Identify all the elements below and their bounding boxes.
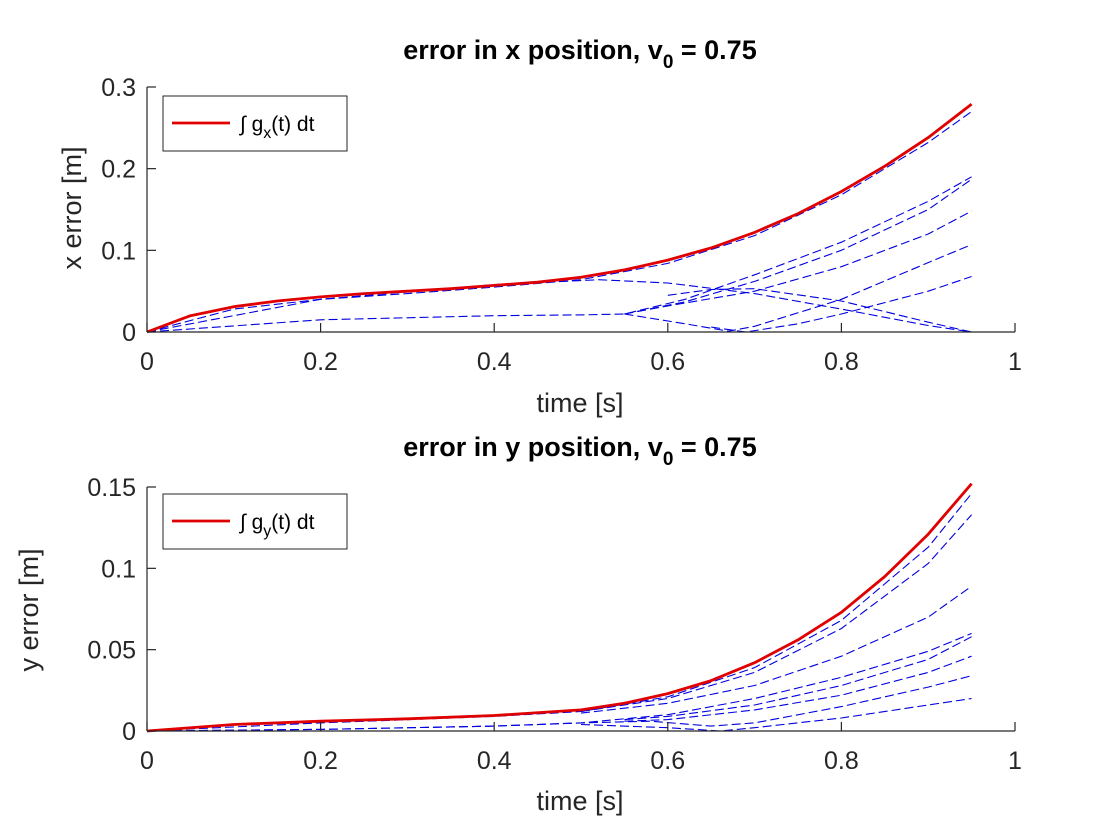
dashed-series-6 bbox=[667, 288, 972, 333]
x-axis-label: time [s] bbox=[536, 786, 623, 816]
y-axis-label: y error [m] bbox=[14, 548, 44, 671]
legend-suffix: (t) dt bbox=[271, 511, 314, 534]
dashed-series-7 bbox=[711, 275, 972, 333]
dashed-series-2 bbox=[580, 585, 972, 714]
y-axis-label: x error [m] bbox=[57, 146, 87, 269]
title-text: error in y position, v bbox=[403, 432, 663, 462]
x-tick-label: 0 bbox=[140, 348, 154, 376]
x-tick-label: 0.8 bbox=[824, 747, 859, 775]
panel-title: error in x position, v0 = 0.75 bbox=[403, 35, 756, 73]
legend: ∫ gy(t) dt bbox=[162, 493, 348, 550]
y-tick-label: 0.15 bbox=[87, 474, 136, 502]
dashed-series-1 bbox=[580, 514, 973, 713]
y-tick-label: 0 bbox=[122, 319, 136, 347]
x-ticks: 0 0.2 0.4 0.6 0.8 1 bbox=[140, 722, 1022, 775]
axes bbox=[146, 87, 1015, 333]
x-tick-label: 0.2 bbox=[303, 348, 338, 376]
legend-prefix: ∫ g bbox=[239, 113, 263, 136]
y-tick-label: 0.05 bbox=[87, 637, 136, 665]
title-tail: = 0.75 bbox=[673, 432, 756, 462]
legend-prefix: ∫ g bbox=[239, 511, 263, 534]
title-tail: = 0.75 bbox=[673, 35, 756, 65]
title-subscript: 0 bbox=[663, 52, 674, 73]
legend: ∫ gx(t) dt bbox=[162, 95, 348, 152]
x-tick-label: 0.4 bbox=[477, 747, 512, 775]
dashed-series-3 bbox=[624, 178, 972, 315]
x-tick-label: 0.6 bbox=[650, 747, 685, 775]
legend-entry: ∫ gx(t) dt bbox=[239, 113, 315, 142]
legend-subscript: y bbox=[263, 523, 271, 540]
x-tick-label: 0.4 bbox=[477, 348, 512, 376]
dashed-series-0 bbox=[146, 111, 972, 333]
legend-entry: ∫ gy(t) dt bbox=[239, 511, 315, 540]
x-error-panel: error in x position, v0 = 0.75 0 0.2 0.4 0.… bbox=[57, 35, 1022, 418]
y-tick-label: 0.3 bbox=[101, 74, 136, 102]
dashed-series-5 bbox=[624, 244, 972, 332]
x-ticks: 0 0.2 0.4 0.6 0.8 1 bbox=[140, 323, 1022, 376]
y-tick-label: 0.1 bbox=[101, 237, 136, 265]
dashed-series-0 bbox=[146, 493, 973, 732]
dashed-series-3 bbox=[146, 632, 972, 732]
x-axis-label: time [s] bbox=[536, 388, 623, 418]
dashed-series-6 bbox=[146, 675, 972, 732]
dashed-series-4 bbox=[624, 210, 972, 315]
plot-area bbox=[146, 482, 973, 733]
x-tick-label: 0.6 bbox=[650, 348, 685, 376]
dashed-series-4 bbox=[624, 636, 972, 721]
y-error-panel: error in y position, v0 = 0.75 0 0.2 0.4 0.… bbox=[14, 432, 1022, 816]
y-ticks: 0 0.05 0.1 0.15 bbox=[87, 474, 156, 746]
y-tick-label: 0.1 bbox=[101, 555, 136, 583]
plot-area bbox=[146, 102, 973, 334]
x-tick-label: 0 bbox=[140, 747, 154, 775]
dashed-series-2 bbox=[146, 176, 972, 333]
main-series-line bbox=[146, 102, 973, 334]
x-tick-label: 0.8 bbox=[824, 348, 859, 376]
y-tick-label: 0.2 bbox=[101, 156, 136, 184]
main-series-line bbox=[146, 482, 973, 733]
title-subscript: 0 bbox=[663, 449, 674, 470]
legend-suffix: (t) dt bbox=[271, 113, 314, 136]
y-ticks: 0 0.1 0.2 0.3 bbox=[101, 74, 156, 347]
axes bbox=[146, 487, 1015, 732]
x-tick-label: 1 bbox=[1008, 348, 1022, 376]
dashed-series-5 bbox=[624, 655, 972, 722]
legend-subscript: x bbox=[263, 125, 271, 142]
x-tick-label: 1 bbox=[1008, 747, 1022, 775]
title-text: error in x position, v bbox=[403, 35, 663, 65]
y-tick-label: 0 bbox=[122, 718, 136, 746]
panel-title: error in y position, v0 = 0.75 bbox=[403, 432, 756, 470]
x-tick-label: 0.2 bbox=[303, 747, 338, 775]
